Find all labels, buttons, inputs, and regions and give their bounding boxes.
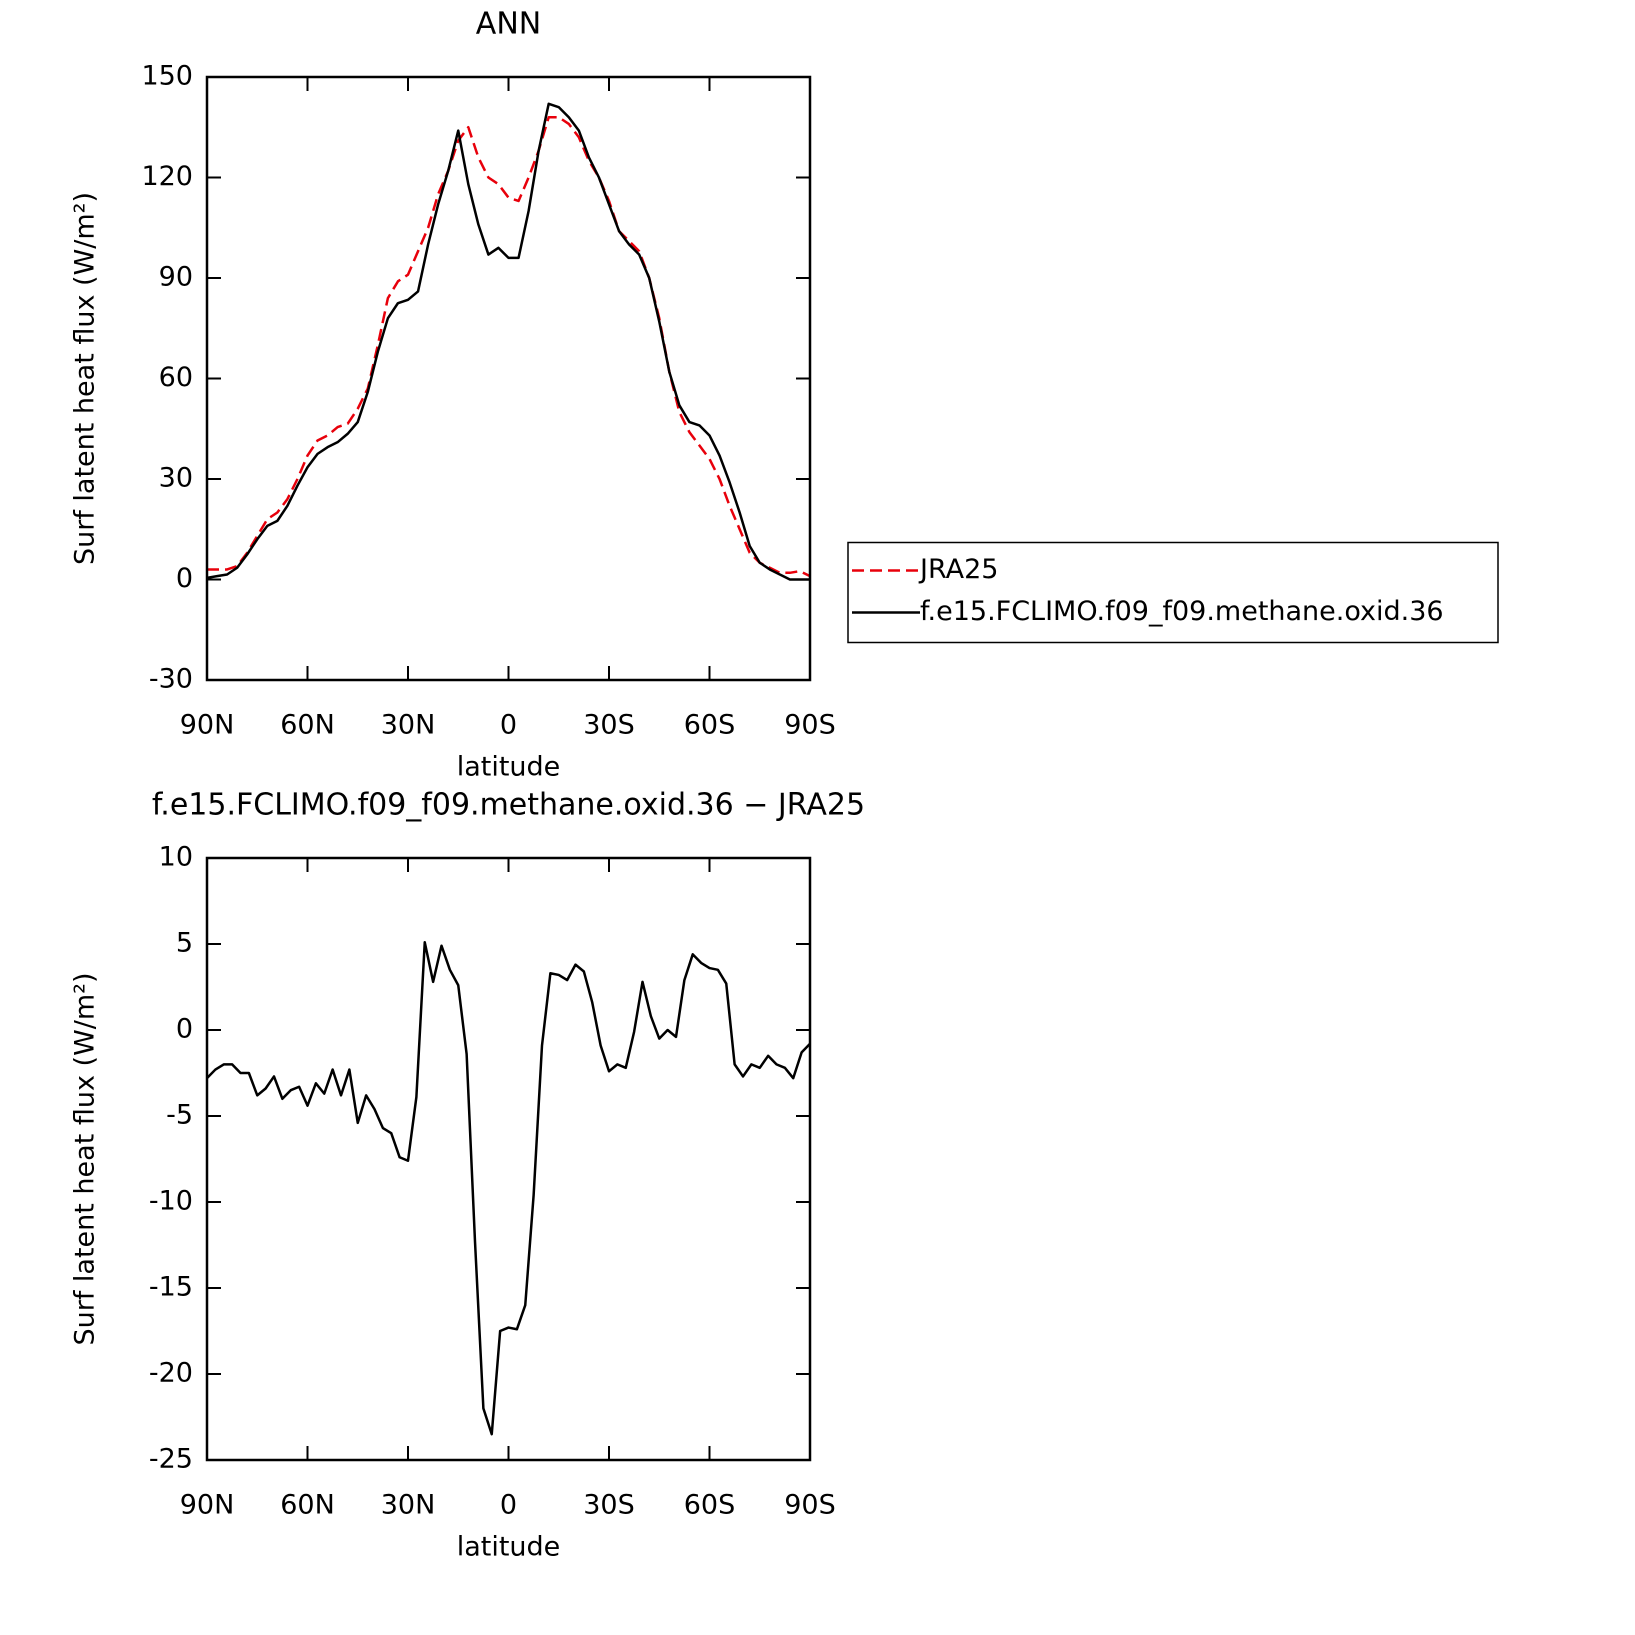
x-tick-label: 60N [280, 1490, 335, 1521]
y-tick-label: -20 [149, 1358, 193, 1389]
y-tick-label: -15 [149, 1272, 193, 1303]
x-tick-label: 30S [583, 710, 635, 741]
y-tick-label: -5 [166, 1100, 193, 1131]
y-tick-label: 0 [176, 1014, 193, 1045]
x-tick-label: 0 [500, 710, 517, 741]
data-line [207, 115, 811, 578]
x-tick-label: 60S [684, 710, 736, 741]
y-tick-label: 150 [141, 61, 193, 92]
y-axis-label: Surf latent heat flux (W/m²) [70, 972, 101, 1345]
y-tick-label: 5 [176, 928, 193, 959]
legend-label: JRA25 [918, 554, 998, 585]
x-axis-label: latitude [457, 1532, 561, 1563]
y-tick-label: 90 [159, 262, 193, 293]
plot-frame [205, 856, 812, 1462]
data-line [206, 941, 811, 1436]
y-tick-label: 60 [159, 362, 193, 393]
legend-label: f.e15.FCLIMO.f09_f09.methane.oxid.36 [920, 596, 1444, 627]
y-tick-label: 30 [159, 463, 193, 494]
x-axis-label: latitude [457, 752, 561, 783]
y-tick-label: -25 [149, 1444, 193, 1475]
x-tick-label: 60N [280, 710, 335, 741]
x-tick-label: 0 [500, 1490, 517, 1521]
data-line [206, 102, 810, 581]
chart-title: ANN [476, 7, 541, 42]
y-tick-label: -30 [149, 664, 193, 695]
y-tick-label: 0 [176, 563, 193, 594]
y-tick-label: 120 [141, 161, 193, 192]
x-tick-label: 30N [381, 1490, 436, 1521]
x-tick-label: 30S [583, 1490, 635, 1521]
y-tick-label: -10 [149, 1186, 193, 1217]
x-tick-label: 30N [381, 710, 436, 741]
x-tick-label: 90S [784, 710, 836, 741]
plot-frame [205, 75, 812, 682]
x-tick-label: 60S [684, 1490, 736, 1521]
chart-title: f.e15.FCLIMO.f09_f09.methane.oxid.36 − J… [152, 788, 865, 823]
y-axis-label: Surf latent heat flux (W/m²) [70, 192, 101, 565]
x-tick-label: 90N [180, 1490, 235, 1521]
x-tick-label: 90N [180, 710, 235, 741]
legend-box [847, 541, 1499, 644]
y-tick-label: 10 [159, 842, 193, 873]
x-tick-label: 90S [784, 1490, 836, 1521]
